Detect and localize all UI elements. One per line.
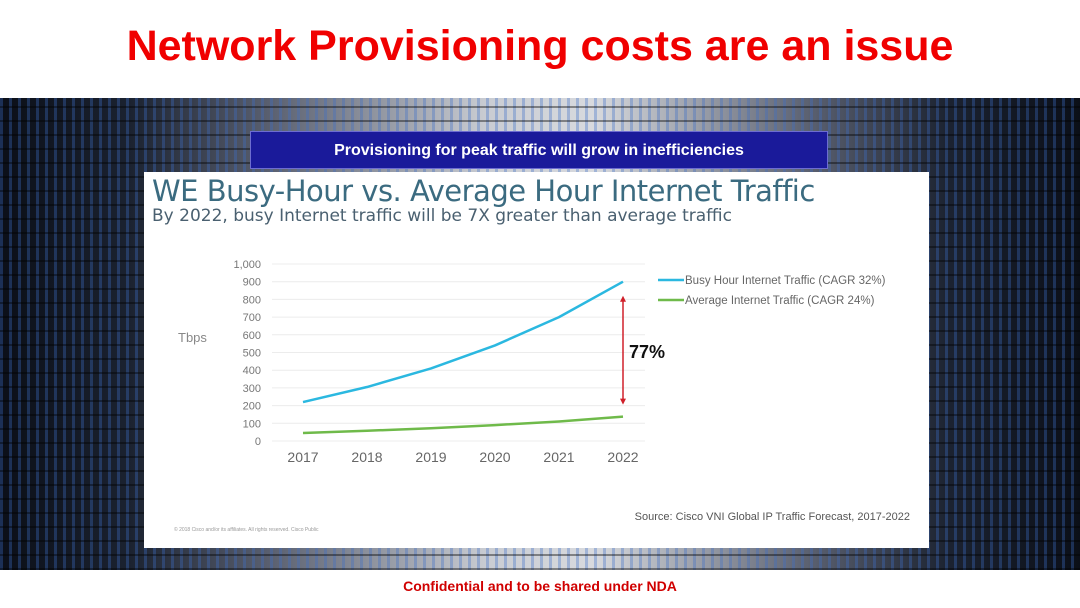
x-tick-label: 2017 <box>287 449 318 465</box>
chart-title: WE Busy-Hour vs. Average Hour Internet T… <box>152 174 815 208</box>
legend-label: Busy Hour Internet Traffic (CAGR 32%) <box>685 275 886 287</box>
y-tick-label: 0 <box>255 436 261 448</box>
x-tick-label: 2022 <box>607 449 638 465</box>
y-tick-label: 600 <box>243 330 261 342</box>
x-tick-label: 2019 <box>415 449 446 465</box>
series-line-0 <box>302 280 624 404</box>
legend-label: Average Internet Traffic (CAGR 24%) <box>685 295 875 307</box>
slide-title: Network Provisioning costs are an issue <box>126 22 954 70</box>
copyright: © 2018 Cisco and/or its affiliates. All … <box>174 527 319 533</box>
arrow-head-up <box>620 295 626 302</box>
chart-panel <box>144 172 929 548</box>
y-tick-label: 200 <box>243 401 261 413</box>
y-tick-label: 900 <box>243 277 261 289</box>
annotation-label: 77% <box>629 342 665 362</box>
y-tick-label: 1,000 <box>233 259 261 271</box>
y-axis-label: Tbps <box>178 330 207 345</box>
y-tick-label: 800 <box>243 294 261 306</box>
chart-subtitle: By 2022, busy Internet traffic will be 7… <box>152 206 732 226</box>
y-tick-label: 100 <box>243 418 261 430</box>
footer-confidential: Confidential and to be shared under NDA <box>403 578 677 594</box>
chart-source: Source: Cisco VNI Global IP Traffic Fore… <box>634 511 910 523</box>
y-tick-label: 300 <box>243 383 261 395</box>
x-tick-label: 2018 <box>351 449 382 465</box>
y-tick-label: 500 <box>243 348 261 360</box>
banner: Provisioning for peak traffic will grow … <box>250 131 828 169</box>
arrow-head-down <box>620 398 626 405</box>
x-tick-label: 2021 <box>543 449 574 465</box>
series-line-1 <box>302 415 624 435</box>
y-tick-label: 400 <box>243 365 261 377</box>
x-tick-label: 2020 <box>479 449 510 465</box>
y-tick-label: 700 <box>243 312 261 324</box>
